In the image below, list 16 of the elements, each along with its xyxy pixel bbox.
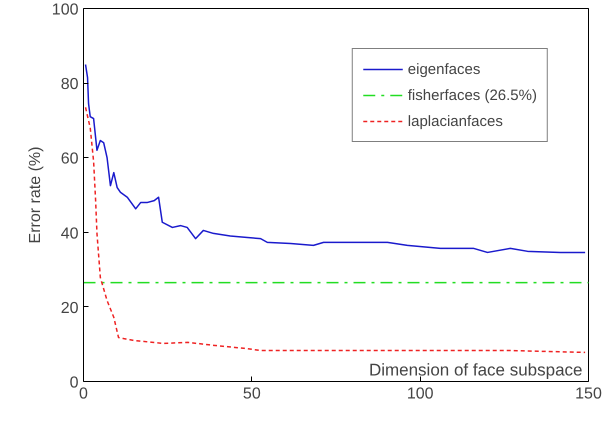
- y-tick-label: 0: [70, 374, 79, 392]
- y-tick-label: 40: [60, 225, 79, 242]
- legend-label: eigenfaces: [408, 60, 480, 78]
- line-series: [84, 64, 586, 254]
- y-tick-label: 60: [60, 150, 79, 168]
- y-axis-title: Error rate (%): [26, 146, 44, 244]
- y-tick-label: 80: [60, 76, 79, 94]
- x-axis-title: Dimension of face subspace: [368, 360, 582, 380]
- line-series: [84, 106, 586, 354]
- x-tick-label: 150: [575, 386, 602, 402]
- legend-label: fisherfaces (26.5%): [408, 86, 537, 104]
- y-tick-label: 20: [60, 300, 79, 317]
- y-tick-label: 100: [52, 2, 79, 18]
- legend-label: laplacianfaces: [408, 112, 503, 130]
- x-tick-label: 50: [242, 386, 261, 402]
- x-tick-label: 100: [406, 386, 434, 402]
